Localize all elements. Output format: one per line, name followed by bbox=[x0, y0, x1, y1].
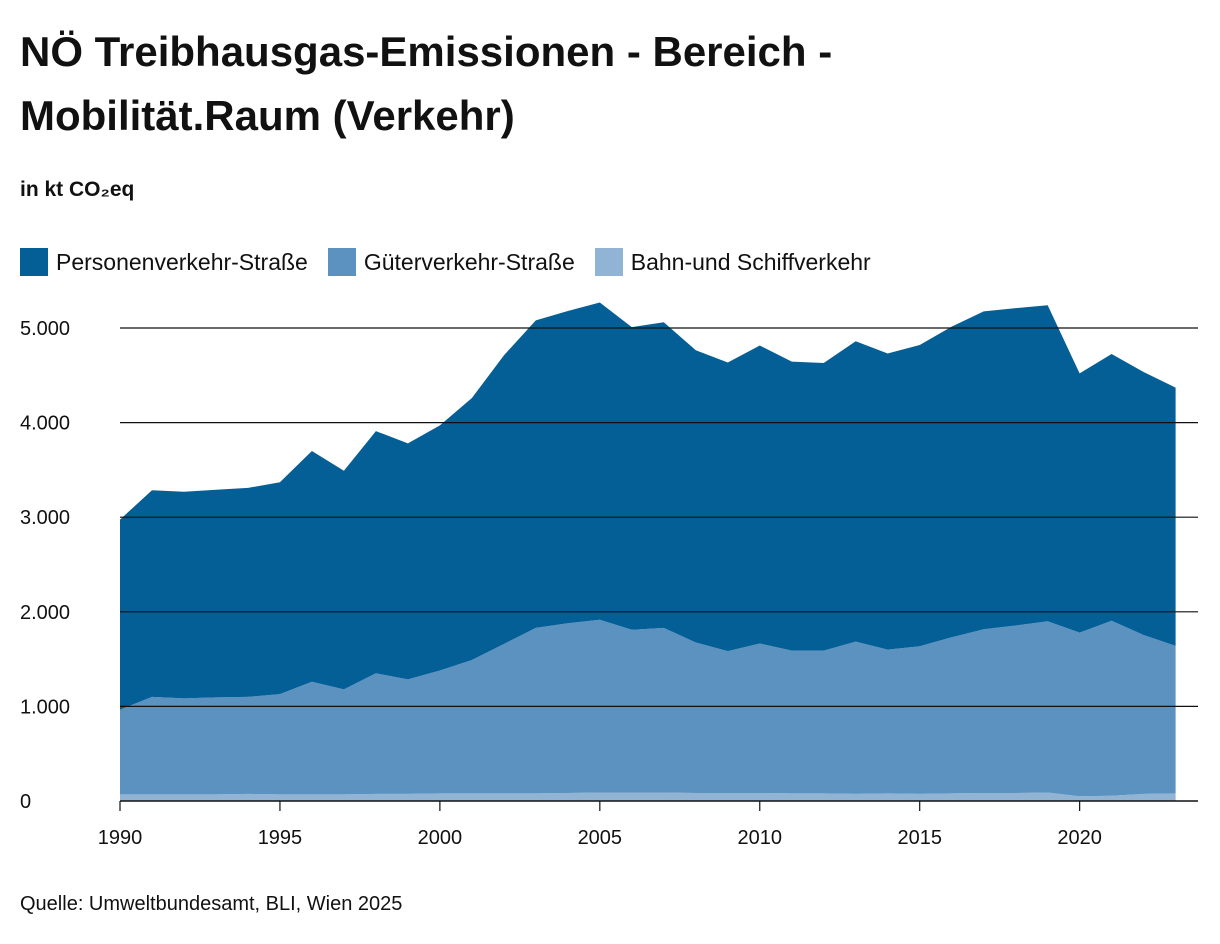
x-tick-label-1995: 1995 bbox=[258, 827, 303, 849]
y-tick-label-3000: 3.000 bbox=[20, 507, 70, 529]
x-tick-label-2015: 2015 bbox=[897, 827, 942, 849]
legend-label-gueterverkehr: Güterverkehr-Straße bbox=[363, 248, 575, 275]
y-tick-label-2000: 2.000 bbox=[20, 602, 70, 624]
legend-swatch-personenverkehr bbox=[20, 248, 48, 276]
unit-label: in kt CO₂eq bbox=[20, 178, 135, 201]
x-tick-label-2005: 2005 bbox=[578, 827, 623, 849]
y-tick-label-1000: 1.000 bbox=[20, 696, 70, 718]
legend-item-bahn-schiff: Bahn-und Schiffverkehr bbox=[594, 248, 871, 276]
y-tick-label-0: 0 bbox=[20, 791, 31, 813]
legend-item-gueterverkehr: Güterverkehr-Straße bbox=[327, 248, 575, 276]
x-tick-label-2000: 2000 bbox=[418, 827, 463, 849]
y-tick-label-4000: 4.000 bbox=[20, 413, 70, 435]
area-series-0 bbox=[120, 792, 1176, 801]
legend-swatch-bahn-schiff bbox=[594, 248, 623, 276]
y-tick-label-5000: 5.000 bbox=[20, 318, 70, 340]
area-series-1 bbox=[120, 619, 1176, 797]
x-tick-label-1990: 1990 bbox=[98, 827, 143, 849]
legend-item-personenverkehr: Personenverkehr-Straße bbox=[20, 248, 308, 276]
legend: Personenverkehr-Straße Güterverkehr-Stra… bbox=[20, 248, 891, 276]
chart-title: NÖ Treibhausgas-Emissionen - Bereich - M… bbox=[20, 28, 833, 139]
source-note: Quelle: Umweltbundesamt, BLI, Wien 2025 bbox=[20, 893, 403, 915]
legend-label-bahn-schiff: Bahn-und Schiffverkehr bbox=[630, 248, 871, 275]
legend-swatch-gueterverkehr bbox=[327, 248, 356, 276]
area-series-2 bbox=[120, 302, 1176, 710]
x-tick-label-2020: 2020 bbox=[1057, 827, 1102, 849]
x-tick-label-2010: 2010 bbox=[738, 827, 783, 849]
legend-label-personenverkehr: Personenverkehr-Straße bbox=[56, 248, 308, 275]
